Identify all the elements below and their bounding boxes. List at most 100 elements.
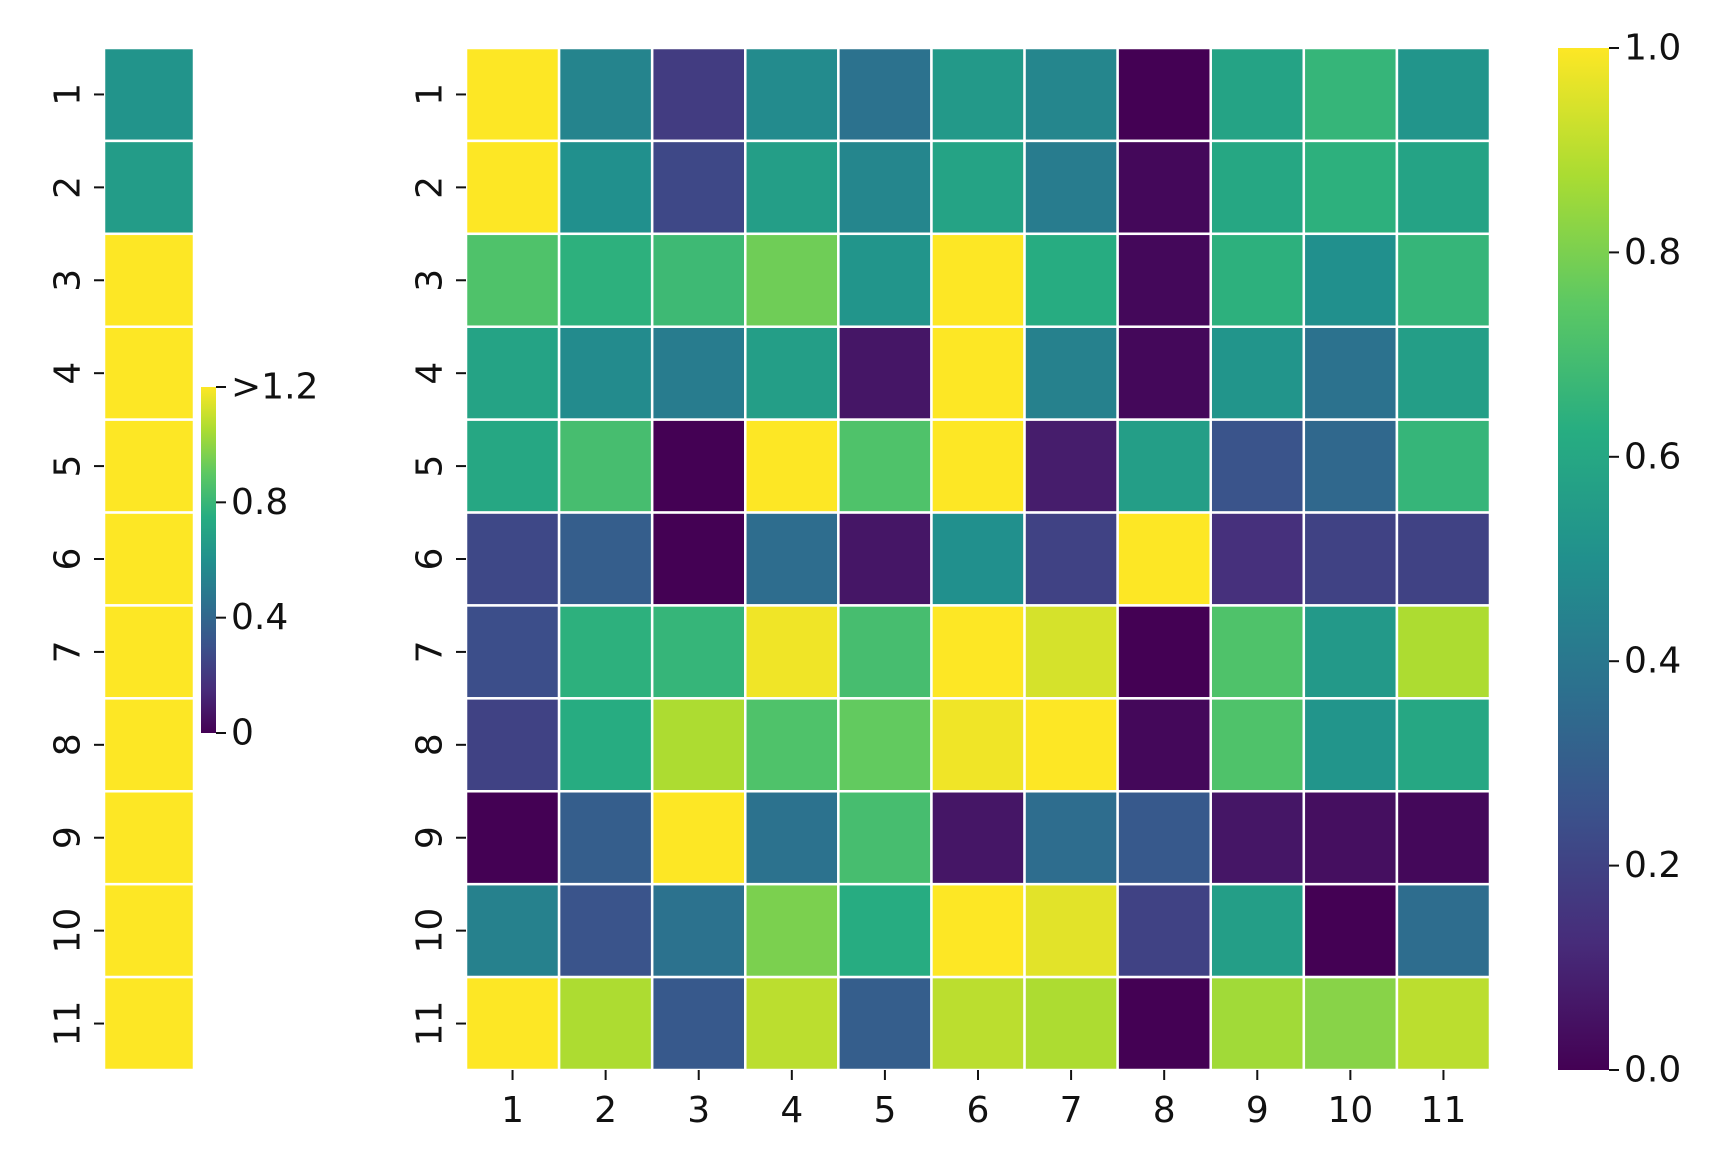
matrix-cell-r5-c7: [1023, 418, 1119, 514]
matrix-cell-r4-c4: [744, 325, 840, 421]
matrix-ytick-label-9: 9: [410, 826, 451, 849]
matrix-xtick-label-5: 5: [873, 1090, 896, 1131]
main-matrix-colorbar: 0.0 0.2 0.4 0.6 0.8 1.0: [1558, 28, 1681, 1091]
matrix-cell-r11-c6: [930, 975, 1026, 1072]
strip-ytick-label-8: 8: [48, 733, 89, 756]
matrix-cell-r7-c11: [1395, 604, 1492, 700]
matrix-cell-r1-c1: [464, 46, 561, 143]
matrix-cell-r4-c2: [557, 325, 654, 421]
matrix-cell-r9-c3: [650, 790, 747, 886]
matrix-xtick-label-7: 7: [1060, 1090, 1083, 1131]
matrix-cell-r5-c4: [744, 418, 840, 514]
matrix-cell-r7-c2: [557, 604, 654, 700]
matrix-ytick-label-1: 1: [410, 83, 451, 106]
matrix-cell-r2-c2: [557, 139, 654, 236]
matrix-cell-r6-c1: [464, 511, 561, 607]
matrix-cell-r11-c10: [1302, 975, 1399, 1072]
matrix-cell-r7-c3: [650, 604, 747, 700]
matrix-cell-r9-c6: [930, 790, 1026, 886]
matrix-cell-r4-c6: [930, 325, 1026, 421]
matrix-cell-r4-c1: [464, 325, 561, 421]
matrix-ytick-label-4: 4: [410, 362, 451, 385]
matrix-cell-r1-c5: [837, 46, 933, 143]
matrix-cell-r2-c9: [1209, 139, 1306, 236]
matrix-cell-r9-c1: [464, 790, 561, 886]
matrix-cell-r5-c11: [1395, 418, 1492, 514]
matrix-cell-r7-c9: [1209, 604, 1306, 700]
matrix-cell-r5-c2: [557, 418, 654, 514]
matrix-cell-r3-c2: [557, 232, 654, 328]
strip-ytick-label-2: 2: [48, 176, 89, 199]
matrix-cell-r6-c2: [557, 511, 654, 607]
matrix-cell-r10-c11: [1395, 882, 1492, 979]
matrix-cell-r6-c6: [930, 511, 1026, 607]
matrix-cell-r7-c5: [837, 604, 933, 700]
matrix-cell-r3-c7: [1023, 232, 1119, 328]
matrix-cell-r5-c5: [837, 418, 933, 514]
matrix-cell-r8-c10: [1302, 697, 1399, 793]
matrix-cell-r2-c6: [930, 139, 1026, 236]
strip-ytick-label-4: 4: [48, 362, 89, 385]
matrix-cell-r2-c1: [464, 139, 561, 236]
matrix-xtick-label-6: 6: [967, 1090, 990, 1131]
matrix-cell-r8-c3: [650, 697, 747, 793]
matrix-ytick-label-8: 8: [410, 733, 451, 756]
matrix-xtick-label-8: 8: [1153, 1090, 1176, 1131]
matrix-cell-r10-c1: [464, 882, 561, 979]
strip-cell-10: [102, 882, 196, 979]
strip-colorbar-tick-label-1: 0.4: [231, 597, 288, 638]
matrix-cell-r11-c4: [744, 975, 840, 1072]
matrix-cell-r9-c9: [1209, 790, 1306, 886]
matrix-ytick-label-2: 2: [410, 176, 451, 199]
matrix-xtick-label-4: 4: [780, 1090, 803, 1131]
matrix-cell-r8-c9: [1209, 697, 1306, 793]
matrix-cell-r11-c3: [650, 975, 747, 1072]
strip-colorbar-tick-label-0: 0: [231, 713, 254, 754]
strip-cell-8: [102, 697, 196, 793]
matrix-cell-r3-c1: [464, 232, 561, 328]
matrix-cell-r1-c8: [1116, 46, 1212, 143]
matrix-cell-r3-c6: [930, 232, 1026, 328]
matrix-cell-r5-c10: [1302, 418, 1399, 514]
matrix-colorbar-tick-label-1: 0.2: [1624, 845, 1681, 886]
matrix-cell-r3-c4: [744, 232, 840, 328]
matrix-cell-r1-c7: [1023, 46, 1119, 143]
matrix-ytick-label-3: 3: [410, 269, 451, 292]
matrix-cell-r6-c11: [1395, 511, 1492, 607]
matrix-cell-r2-c11: [1395, 139, 1492, 236]
strip-colorbar-tick-label-2: 0.8: [231, 482, 288, 523]
matrix-ytick-label-6: 6: [410, 548, 451, 571]
matrix-cell-r1-c4: [744, 46, 840, 143]
matrix-cell-r9-c2: [557, 790, 654, 886]
matrix-cell-r7-c6: [930, 604, 1026, 700]
strip-colorbar-bar: [201, 387, 216, 733]
matrix-cell-r11-c11: [1395, 975, 1492, 1072]
matrix-xtick-label-2: 2: [594, 1090, 617, 1131]
strip-ytick-label-11: 11: [48, 1001, 89, 1047]
matrix-cell-r9-c5: [837, 790, 933, 886]
matrix-cell-r10-c8: [1116, 882, 1212, 979]
matrix-cell-r7-c10: [1302, 604, 1399, 700]
matrix-xtick-label-10: 10: [1327, 1090, 1373, 1131]
matrix-cell-r7-c8: [1116, 604, 1212, 700]
strip-ytick-label-7: 7: [48, 640, 89, 663]
matrix-xtick-label-1: 1: [501, 1090, 524, 1131]
matrix-colorbar-tick-label-0: 0.0: [1624, 1050, 1681, 1091]
matrix-cell-r7-c7: [1023, 604, 1119, 700]
matrix-cell-r10-c2: [557, 882, 654, 979]
matrix-cell-r6-c8: [1116, 511, 1212, 607]
matrix-cell-r11-c7: [1023, 975, 1119, 1072]
matrix-cell-r5-c8: [1116, 418, 1212, 514]
matrix-cell-r4-c11: [1395, 325, 1492, 421]
matrix-cell-r8-c5: [837, 697, 933, 793]
matrix-cell-r3-c10: [1302, 232, 1399, 328]
matrix-cell-r11-c8: [1116, 975, 1212, 1072]
matrix-cell-r8-c8: [1116, 697, 1212, 793]
strip-ytick-label-10: 10: [48, 908, 89, 954]
matrix-cell-r1-c10: [1302, 46, 1399, 143]
matrix-cell-r1-c3: [650, 46, 747, 143]
matrix-cell-r6-c4: [744, 511, 840, 607]
strip-cell-9: [102, 790, 196, 886]
matrix-cell-r8-c1: [464, 697, 561, 793]
matrix-cell-r2-c3: [650, 139, 747, 236]
